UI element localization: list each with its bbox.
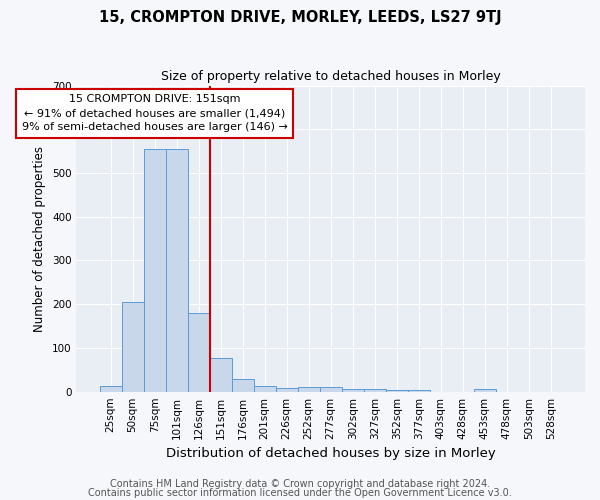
Text: Contains HM Land Registry data © Crown copyright and database right 2024.: Contains HM Land Registry data © Crown c… bbox=[110, 479, 490, 489]
Text: 15 CROMPTON DRIVE: 151sqm
← 91% of detached houses are smaller (1,494)
9% of sem: 15 CROMPTON DRIVE: 151sqm ← 91% of detac… bbox=[22, 94, 287, 132]
Bar bbox=[209, 358, 232, 392]
X-axis label: Distribution of detached houses by size in Morley: Distribution of detached houses by size … bbox=[166, 447, 496, 460]
Bar bbox=[298, 388, 320, 392]
Bar bbox=[254, 386, 276, 392]
Bar bbox=[276, 388, 298, 392]
Bar bbox=[232, 378, 254, 392]
Text: Contains public sector information licensed under the Open Government Licence v3: Contains public sector information licen… bbox=[88, 488, 512, 498]
Bar bbox=[100, 386, 122, 392]
Bar bbox=[143, 149, 166, 392]
Bar bbox=[166, 149, 188, 392]
Bar bbox=[408, 390, 430, 392]
Bar bbox=[320, 388, 342, 392]
Text: 15, CROMPTON DRIVE, MORLEY, LEEDS, LS27 9TJ: 15, CROMPTON DRIVE, MORLEY, LEEDS, LS27 … bbox=[98, 10, 502, 25]
Bar bbox=[364, 390, 386, 392]
Bar bbox=[386, 390, 408, 392]
Bar bbox=[122, 302, 143, 392]
Title: Size of property relative to detached houses in Morley: Size of property relative to detached ho… bbox=[161, 70, 500, 83]
Bar bbox=[188, 313, 209, 392]
Bar bbox=[342, 388, 364, 392]
Y-axis label: Number of detached properties: Number of detached properties bbox=[34, 146, 46, 332]
Bar bbox=[474, 389, 496, 392]
